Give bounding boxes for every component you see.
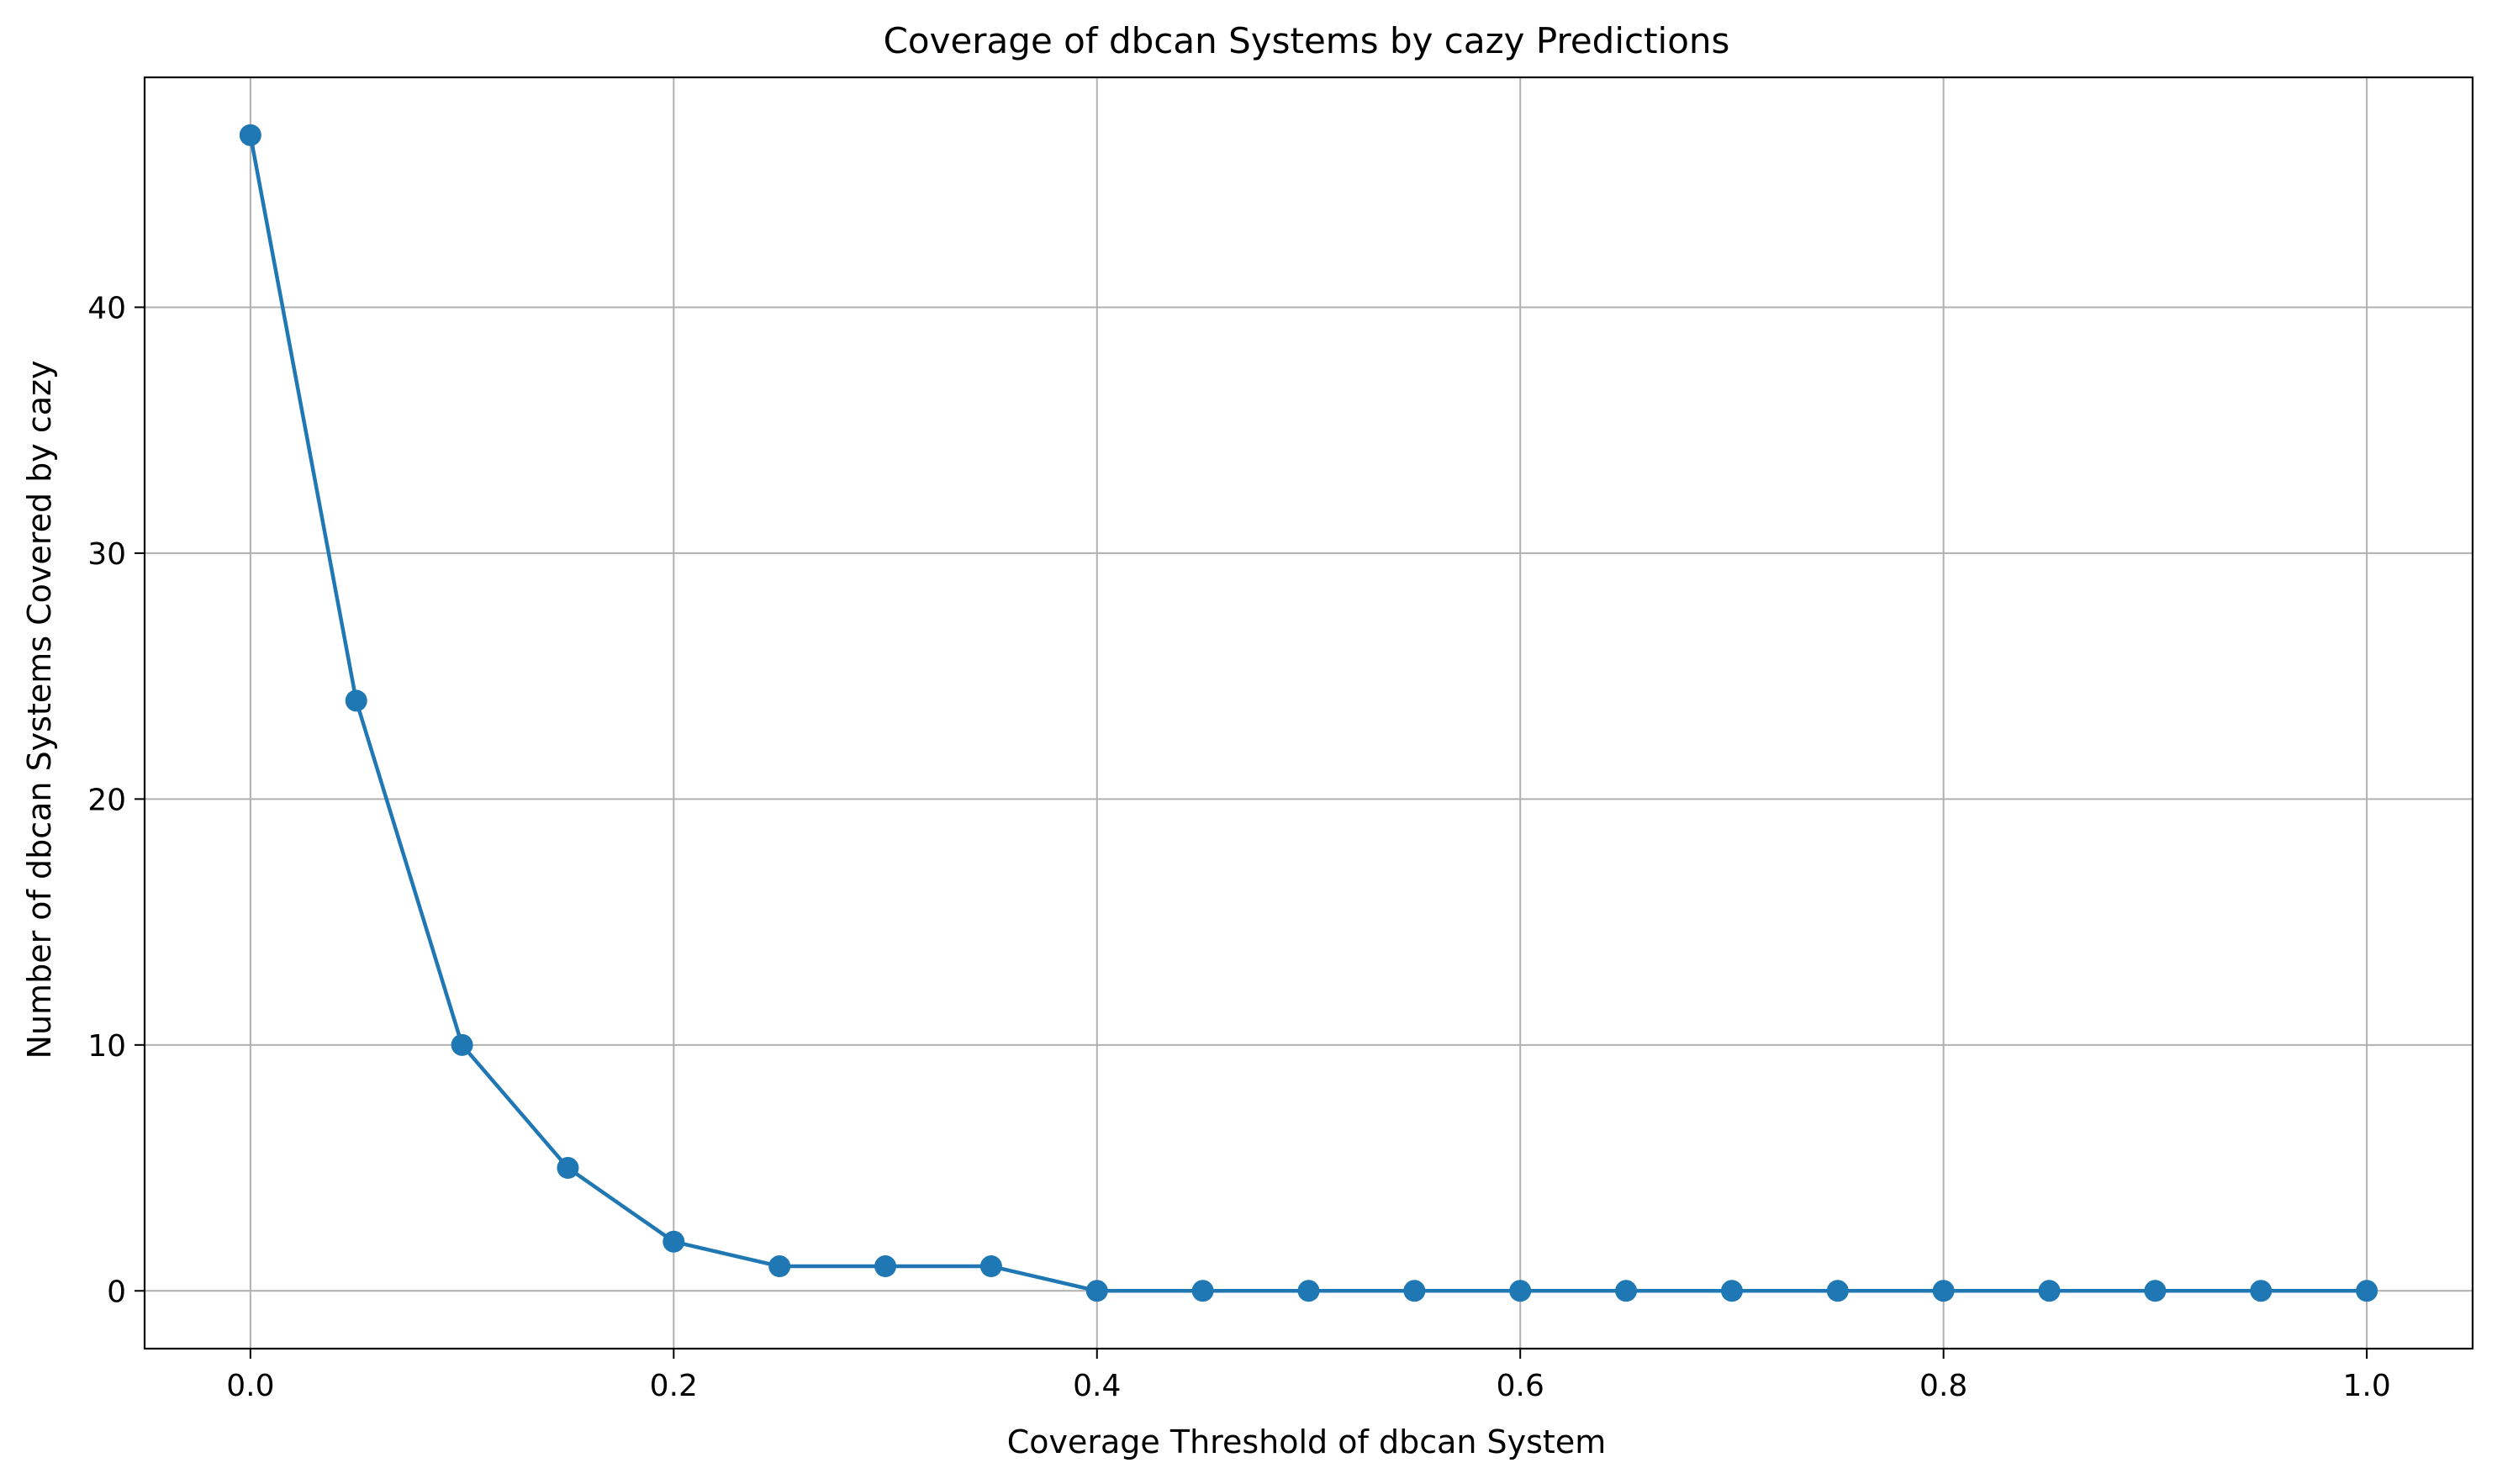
grid	[145, 77, 2473, 1349]
data-point	[239, 124, 261, 146]
data-point	[2144, 1280, 2167, 1302]
x-tick-label: 0.2	[650, 1369, 698, 1403]
data-point	[1615, 1280, 1638, 1302]
data-point	[2038, 1280, 2061, 1302]
data-point	[1297, 1280, 1320, 1302]
data-point	[874, 1255, 897, 1278]
data-point	[1932, 1280, 1955, 1302]
data-point	[451, 1033, 473, 1056]
y-tick-label: 20	[87, 783, 126, 817]
y-axis-label: Number of dbcan Systems Covered by cazy	[21, 361, 58, 1059]
data-point	[768, 1255, 791, 1278]
data-point	[1191, 1280, 1214, 1302]
plot-frame	[143, 76, 2474, 1350]
x-tick-label: 0.4	[1073, 1369, 1121, 1403]
data-point	[1720, 1280, 1743, 1302]
series	[239, 124, 2378, 1302]
data-point	[1509, 1280, 1532, 1302]
x-tick-label: 1.0	[2343, 1369, 2391, 1403]
x-axis-label: Coverage Threshold of dbcan System	[1007, 1423, 1606, 1460]
chart-title: Coverage of dbcan Systems by cazy Predic…	[884, 20, 1730, 61]
data-point	[2356, 1280, 2378, 1302]
data-point	[345, 689, 367, 712]
data-point	[663, 1230, 685, 1253]
data-point	[557, 1157, 579, 1180]
y-tick-label: 40	[87, 291, 126, 325]
y-tick-label: 30	[87, 537, 126, 572]
y-tick-label: 0	[107, 1275, 126, 1309]
data-point	[2250, 1280, 2273, 1302]
x-tick-label: 0.0	[226, 1369, 274, 1403]
x-tick-label: 0.8	[1919, 1369, 1967, 1403]
y-tick-label: 10	[87, 1029, 126, 1064]
ticks: 0.0 0.2 0.4 0.6 0.8 1.0 0 10 20 30 40	[87, 291, 2391, 1403]
x-tick-label: 0.6	[1497, 1369, 1544, 1403]
data-point	[1403, 1280, 1426, 1302]
data-point	[1826, 1280, 1849, 1302]
data-point	[1085, 1280, 1108, 1302]
data-point	[979, 1255, 1002, 1278]
